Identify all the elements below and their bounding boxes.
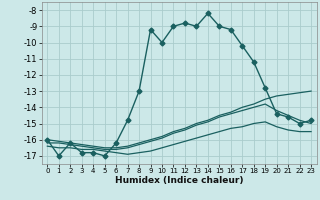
X-axis label: Humidex (Indice chaleur): Humidex (Indice chaleur) xyxy=(115,176,244,185)
